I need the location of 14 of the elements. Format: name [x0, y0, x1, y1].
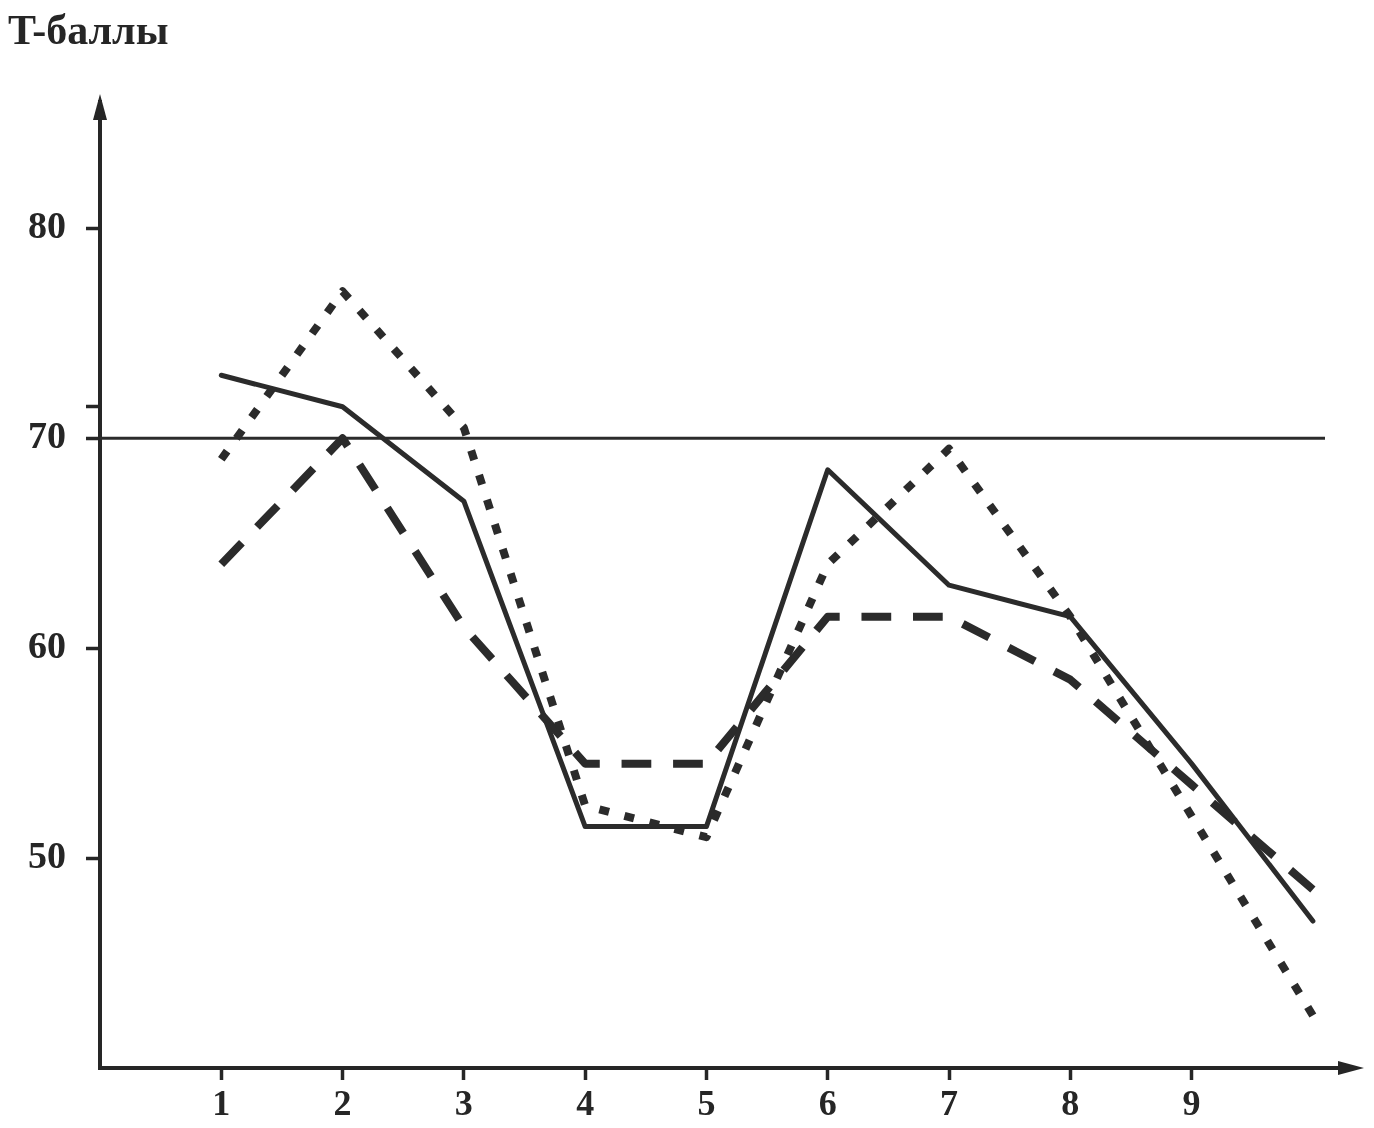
x-tick-label: 9 [1182, 1082, 1201, 1123]
x-tick-label: 1 [212, 1082, 231, 1123]
y-tick-label: 50 [28, 833, 66, 876]
y-tick-label: 80 [28, 204, 66, 247]
x-tick-label: 4 [576, 1082, 595, 1123]
x-tick-label: 8 [1061, 1082, 1080, 1123]
x-tick-label: 6 [818, 1082, 837, 1123]
y-tick-label: 60 [28, 623, 66, 666]
x-tick-label: 3 [454, 1082, 473, 1123]
y-tick-label: 70 [28, 414, 66, 457]
x-tick-label: 7 [940, 1082, 959, 1123]
x-tick-label: 2 [333, 1082, 352, 1123]
x-tick-label: 5 [697, 1082, 716, 1123]
y-axis-title: T-баллы [8, 7, 169, 54]
